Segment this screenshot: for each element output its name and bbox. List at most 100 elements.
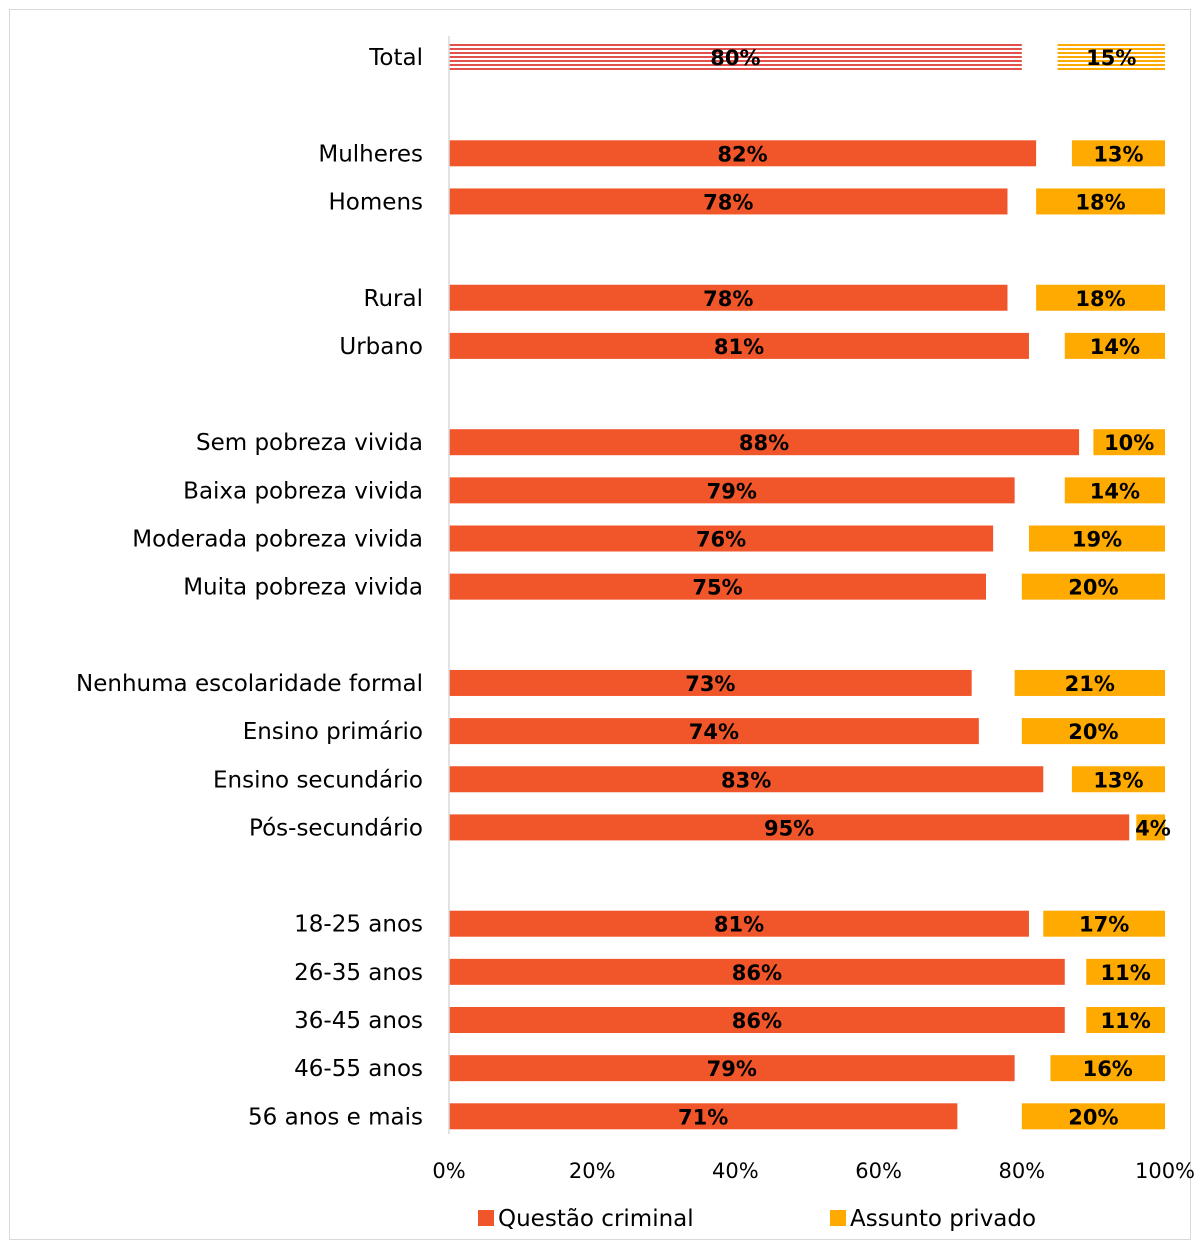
data-label-assunto-privado-nenhuma-escolaridade-formal: 21% [1065,672,1115,696]
data-label-questao-criminal-muita-pobreza-vivida: 75% [692,576,742,600]
bar-questao-criminal-homens [449,188,1008,215]
bar-assunto-privado-urbano [1064,332,1165,359]
bar-questao-criminal-18-25-anos [449,910,1029,937]
category-label-moderada-pobreza-vivida: Moderada pobreza vivida [132,527,423,553]
data-label-questao-criminal-total: 80% [710,46,760,70]
bar-questao-criminal-rural [449,284,1008,311]
data-label-questao-criminal-nenhuma-escolaridade-formal: 73% [685,672,735,696]
bar-questao-criminal-36-45-anos [449,1007,1065,1033]
legend-label-assunto-privado: Assunto privado [850,1206,1036,1232]
bar-questao-criminal-pos-secundario [449,814,1130,841]
category-label-56-anos-e-mais: 56 anos e mais [248,1104,423,1130]
bar-questao-criminal-urbano [449,332,1029,359]
data-label-questao-criminal-baixa-pobreza-vivida: 79% [707,479,757,503]
bar-assunto-privado-ensino-primario [1021,718,1165,745]
category-label-total: Total [368,45,423,71]
data-label-assunto-privado-baixa-pobreza-vivida: 14% [1090,479,1140,503]
data-label-assunto-privado-homens: 18% [1075,190,1125,214]
category-label-urbano: Urbano [339,334,423,360]
data-label-assunto-privado-urbano: 14% [1090,335,1140,359]
data-label-questao-criminal-26-35-anos: 86% [732,961,782,985]
labels-layer: Total 80% 15% Mulheres 82% 13% Homens 78% 18% Rur… [76,45,1171,1130]
x-tick-label: 100% [1135,1159,1195,1183]
bar-questao-criminal-sem-pobreza-vivida [449,429,1080,456]
data-label-assunto-privado-total: 15% [1086,46,1136,70]
data-label-questao-criminal-36-45-anos: 86% [732,1009,782,1033]
category-label-ensino-primario: Ensino primário [243,719,423,745]
x-tick-label: 80% [998,1159,1045,1183]
category-label-mulheres: Mulheres [318,141,423,167]
bar-questao-criminal-46-55-anos [449,1055,1015,1082]
data-label-assunto-privado-mulheres: 13% [1093,142,1143,166]
bar-assunto-privado-ensino-secundario [1071,766,1165,793]
category-label-pos-secundario: Pós-secundário [249,815,423,841]
data-label-assunto-privado-46-55-anos: 16% [1083,1057,1133,1081]
legend-swatch-assunto-privado [830,1210,846,1226]
bar-assunto-privado-homens [1036,188,1165,215]
data-label-questao-criminal-pos-secundario: 95% [764,816,814,840]
bar-questao-criminal-total [449,44,1022,70]
bar-assunto-privado-18-25-anos [1043,910,1165,937]
bar-assunto-privado-rural [1036,284,1165,311]
data-label-questao-criminal-moderada-pobreza-vivida: 76% [696,528,746,552]
data-label-questao-criminal-ensino-primario: 74% [689,720,739,744]
data-label-assunto-privado-56-anos-e-mais: 20% [1068,1105,1118,1129]
legend: Questão criminal Assunto privado [478,1206,1036,1232]
data-label-questao-criminal-46-55-anos: 79% [707,1057,757,1081]
x-tick-label: 0% [432,1159,465,1183]
bar-questao-criminal-56-anos-e-mais [449,1103,958,1130]
bar-assunto-privado-muita-pobreza-vivida [1021,573,1165,600]
data-label-questao-criminal-mulheres: 82% [717,142,767,166]
bar-questao-criminal-nenhuma-escolaridade-formal [449,669,972,696]
bar-questao-criminal-moderada-pobreza-vivida [449,525,994,552]
x-tick-label: 60% [855,1159,902,1183]
category-label-26-35-anos: 26-35 anos [294,960,423,986]
x-tick-label: 40% [712,1159,759,1183]
category-label-muita-pobreza-vivida: Muita pobreza vivida [183,575,423,601]
bar-assunto-privado-26-35-anos [1086,958,1165,985]
chart-frame [9,9,1191,1240]
bar-assunto-privado-56-anos-e-mais [1021,1103,1165,1130]
data-label-assunto-privado-muita-pobreza-vivida: 20% [1068,576,1118,600]
data-label-questao-criminal-homens: 78% [703,190,753,214]
bars-layer [449,44,1165,1130]
category-label-nenhuma-escolaridade-formal: Nenhuma escolaridade formal [76,671,423,697]
data-label-assunto-privado-26-35-anos: 11% [1100,961,1150,985]
bar-questao-criminal-muita-pobreza-vivida [449,573,986,600]
bar-assunto-privado-moderada-pobreza-vivida [1028,525,1165,552]
bar-assunto-privado-46-55-anos [1050,1055,1165,1082]
bar-assunto-privado-nenhuma-escolaridade-formal [1014,669,1165,696]
data-label-assunto-privado-pos-secundario: 4% [1135,816,1171,840]
bar-assunto-privado-baixa-pobreza-vivida [1064,477,1165,504]
bar-assunto-privado-sem-pobreza-vivida [1093,429,1165,456]
data-label-questao-criminal-18-25-anos: 81% [714,913,764,937]
bar-questao-criminal-ensino-secundario [449,766,1044,793]
bar-questao-criminal-baixa-pobreza-vivida [449,477,1015,504]
x-axis-ticks: 0% 20% 40% 60% 80% 100% [432,1159,1195,1183]
category-label-18-25-anos: 18-25 anos [294,912,423,938]
legend-swatch-questao-criminal [478,1210,494,1226]
bar-assunto-privado-pos-secundario [1136,814,1165,841]
category-label-homens: Homens [329,189,423,215]
category-label-36-45-anos: 36-45 anos [294,1008,423,1034]
data-label-assunto-privado-rural: 18% [1075,287,1125,311]
data-label-questao-criminal-sem-pobreza-vivida: 88% [739,431,789,455]
data-label-questao-criminal-rural: 78% [703,287,753,311]
data-label-questao-criminal-ensino-secundario: 83% [721,768,771,792]
data-label-assunto-privado-36-45-anos: 11% [1100,1009,1150,1033]
category-label-46-55-anos: 46-55 anos [294,1056,423,1082]
legend-label-questao-criminal: Questão criminal [498,1206,694,1232]
data-label-assunto-privado-ensino-secundario: 13% [1093,768,1143,792]
category-label-sem-pobreza-vivida: Sem pobreza vivida [196,430,423,456]
bar-questao-criminal-ensino-primario [449,718,979,745]
bar-questao-criminal-mulheres [449,140,1037,167]
data-label-assunto-privado-moderada-pobreza-vivida: 19% [1072,528,1122,552]
bar-assunto-privado-mulheres [1071,140,1165,167]
bar-questao-criminal-26-35-anos [449,958,1065,985]
data-label-questao-criminal-56-anos-e-mais: 71% [678,1105,728,1129]
bar-assunto-privado-36-45-anos [1086,1007,1165,1033]
x-tick-label: 20% [569,1159,616,1183]
category-label-ensino-secundario: Ensino secundário [213,767,423,793]
data-label-assunto-privado-sem-pobreza-vivida: 10% [1104,431,1154,455]
